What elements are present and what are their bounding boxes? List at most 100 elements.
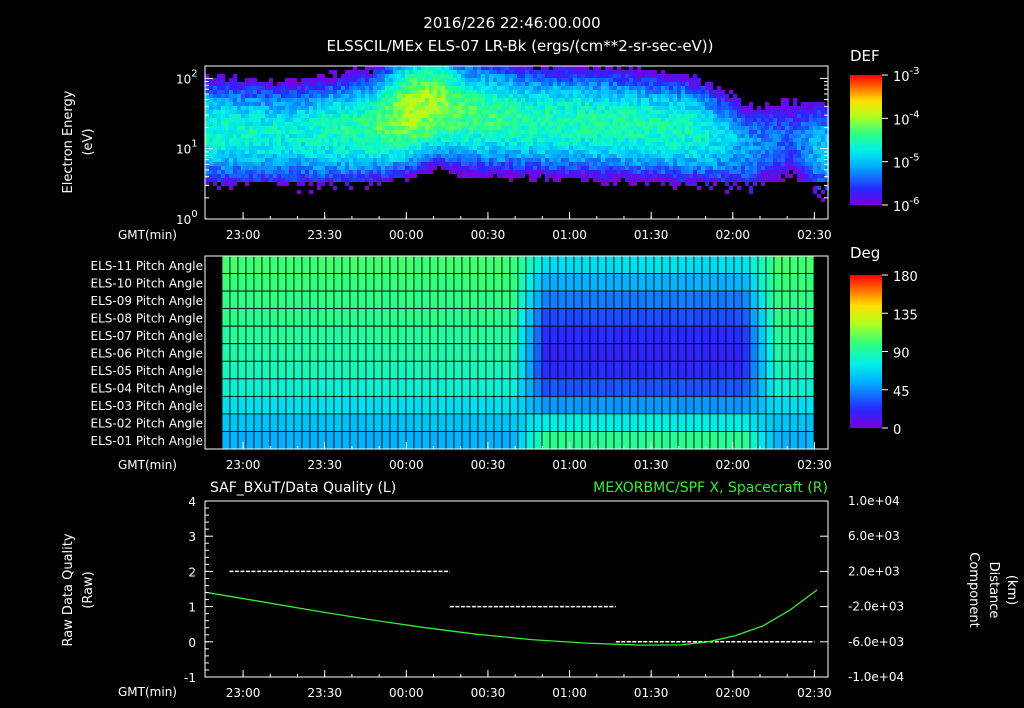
pitch-angle-cell (789, 290, 799, 310)
spectrogram-cell (357, 138, 361, 142)
pitch-angle-cell (389, 325, 399, 345)
pitch-angle-cell (453, 273, 463, 292)
spectrogram-cell (673, 162, 677, 166)
pitch-angle-cell (661, 360, 671, 380)
spectrogram-cell (533, 130, 537, 134)
energy-xlabel: GMT(min) (118, 228, 177, 242)
spectrogram-cell (349, 178, 353, 182)
spectrogram-cell (357, 150, 361, 154)
spectrogram-cell (329, 178, 333, 182)
spectrogram-cell (481, 166, 485, 170)
pitch-angle-cell (341, 290, 351, 310)
pitch-angle-cell (581, 413, 591, 432)
spectrogram-cell (569, 90, 573, 94)
spectrogram-cell (613, 158, 617, 162)
spectrogram-cell (649, 178, 653, 182)
pitch-angle-cell (373, 255, 383, 274)
spectrogram-cell (765, 122, 769, 126)
spectrogram-cell (417, 126, 421, 130)
spectrogram-cell (637, 158, 641, 162)
pitch-angle-cell (285, 360, 295, 380)
spectrogram-cell (565, 154, 569, 158)
spectrogram-cell (425, 98, 429, 102)
pitch-angle-cell (693, 360, 703, 380)
spectrogram-cell (221, 102, 225, 106)
spectrogram-cell (257, 122, 261, 126)
spectrogram-cell (613, 174, 617, 178)
spectrogram-cell (253, 110, 257, 114)
spectrogram-cell (741, 126, 745, 130)
spectrogram-cell (357, 114, 361, 118)
pitch-angle-cell (661, 290, 671, 310)
pitch-angle-cell (277, 255, 287, 274)
spectrogram-cell (697, 158, 701, 162)
spectrogram-cell (805, 102, 809, 106)
spectrogram-cell (333, 74, 337, 78)
spectrogram-cell (273, 154, 277, 158)
spectrogram-cell (665, 118, 669, 122)
spectrogram-cell (313, 110, 317, 114)
spectrogram-cell (245, 158, 249, 162)
spectrogram-cell (333, 162, 337, 166)
spectrogram-cell (349, 138, 353, 142)
spectrogram-cell (353, 166, 357, 170)
spectrogram-cell (713, 158, 717, 162)
spectrogram-cell (285, 182, 289, 186)
spectrogram-cell (625, 146, 629, 150)
spectrogram-cell (797, 122, 801, 126)
spectrogram-cell (589, 94, 593, 98)
spectrogram-cell (741, 150, 745, 154)
pitch-angle-cell (573, 431, 583, 450)
pitch-angle-cell (405, 343, 415, 362)
spectrogram-cell (565, 134, 569, 138)
spectrogram-cell (729, 138, 733, 142)
spectrogram-cell (473, 150, 477, 154)
pitch-angle-cell (413, 360, 423, 380)
spectrogram-cell (641, 138, 645, 142)
spectrogram-cell (229, 170, 233, 174)
spectrogram-cell (721, 174, 725, 178)
pitch-angle-cell (493, 413, 503, 432)
spectrogram-cell (489, 146, 493, 150)
spectrogram-cell (661, 70, 665, 74)
pitch-angle-cell (485, 308, 495, 327)
spectrogram-cell (273, 174, 277, 178)
spectrogram-cell (445, 94, 449, 98)
pitch-angle-cell (269, 255, 279, 274)
pitch-angle-cell (629, 255, 639, 274)
spectrogram-cell (561, 174, 565, 178)
spectrogram-cell (313, 122, 317, 126)
pitch-angle-cell (661, 343, 671, 362)
spectrogram-cell (757, 142, 761, 146)
spectrogram-cell (397, 166, 401, 170)
spectrogram-cell (621, 86, 625, 90)
spectrogram-cell (569, 94, 573, 98)
spectrogram-cell (297, 150, 301, 154)
spectrogram-cell (745, 122, 749, 126)
spectrogram-cell (597, 106, 601, 110)
spectrogram-cell (517, 118, 521, 122)
spectrogram-cell (509, 162, 513, 166)
spectrogram-cell (605, 130, 609, 134)
spectrogram-cell (241, 90, 245, 94)
spectrogram-cell (441, 166, 445, 170)
pitch-angle-cell (509, 273, 519, 292)
spectrogram-cell (221, 158, 225, 162)
spectrogram-cell (381, 134, 385, 138)
spectrogram-cell (661, 182, 665, 186)
spectrogram-cell (305, 78, 309, 82)
pitch-angle-cell (541, 395, 551, 415)
pitch-angle-cell (437, 255, 447, 274)
spectrogram-cell (337, 134, 341, 138)
pitch-angle-cell (421, 290, 431, 310)
spectrogram-cell (749, 130, 753, 134)
spectrogram-cell (681, 78, 685, 82)
spectrogram-cell (577, 122, 581, 126)
pitch-angle-cell (245, 308, 255, 327)
pitch-angle-cell (733, 413, 743, 432)
spectrogram-cell (545, 90, 549, 94)
spectrogram-cell (593, 154, 597, 158)
spectrogram-cell (449, 106, 453, 110)
spectrogram-cell (357, 74, 361, 78)
spectrogram-cell (617, 166, 621, 170)
